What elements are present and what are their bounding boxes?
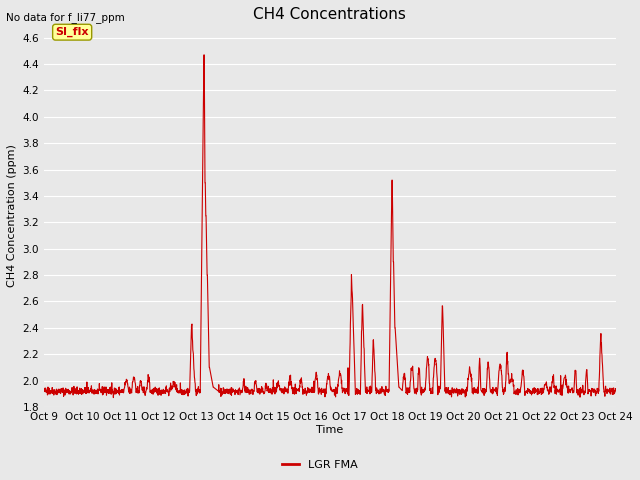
X-axis label: Time: Time (316, 425, 344, 435)
Legend: LGR FMA: LGR FMA (278, 456, 362, 474)
Text: SI_flx: SI_flx (56, 27, 89, 37)
Title: CH4 Concentrations: CH4 Concentrations (253, 7, 406, 22)
Text: No data for f_li77_ppm: No data for f_li77_ppm (6, 12, 125, 23)
Y-axis label: CH4 Concentration (ppm): CH4 Concentration (ppm) (7, 144, 17, 287)
